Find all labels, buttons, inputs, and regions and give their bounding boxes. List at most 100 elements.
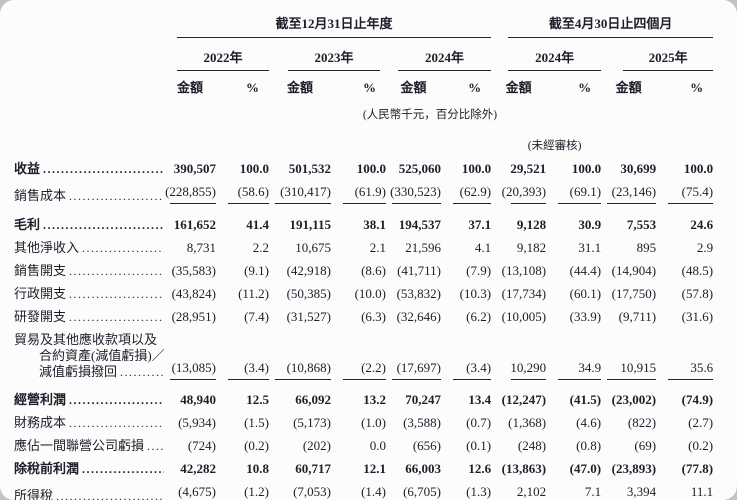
amount-cell: 66,092 <box>269 383 331 412</box>
empty-cell <box>14 12 164 41</box>
percent-cell: 12.1 <box>331 458 386 481</box>
table-row: 行政開支 (43,824) (11.2) (50,385) (10.0) (53,832)… <box>14 282 713 305</box>
amount-header: 金額 <box>505 80 532 95</box>
percent-cell: (0.7) <box>441 412 491 435</box>
cell-value: (822) <box>627 415 657 430</box>
table-row: 除稅前利潤 42,282 10.8 60,717 12.1 66,003 12.6 (13,8… <box>14 458 713 481</box>
cell-value: (1.2) <box>228 484 269 500</box>
cell-value: (77.8) <box>681 461 714 476</box>
percent-cell: 38.1 <box>331 208 386 237</box>
percent-cell: (33.9) <box>546 305 601 328</box>
percent-cell: 24.6 <box>656 208 713 237</box>
cell-value: (6,705) <box>392 484 441 500</box>
cell-value: (248) <box>517 438 547 453</box>
cell-value: 2.9 <box>696 239 714 255</box>
percent-cell: 100.0 <box>441 158 491 181</box>
amount-cell: (28,951) <box>164 305 216 328</box>
amount-cell: 3,394 <box>601 481 656 500</box>
cell-value: (2.7) <box>688 415 714 430</box>
cell-value: 34.9 <box>558 360 602 380</box>
cell-value: (3,588) <box>403 415 441 430</box>
period-group-header-row: 截至12月31日止年度 截至4月30日止四個月 <box>14 12 714 41</box>
table-row: 研發開支 (28,951) (7.4) (31,527) (6.3) (32,646) (6… <box>14 305 713 328</box>
row-label-text: 所得稅 <box>14 488 54 500</box>
cell-value: 2,102 <box>511 484 546 500</box>
amount-header: 金額 <box>615 80 642 95</box>
amount-cell: 10,675 <box>269 236 331 259</box>
row-label-text: 行政開支 <box>14 285 67 301</box>
row-label: 銷售開支 <box>14 259 164 282</box>
row-label: 除稅前利潤 <box>14 458 164 481</box>
percent-cell: 13.2 <box>331 383 386 412</box>
unaudited-note-row: (未經審核) <box>14 126 713 158</box>
cell-value: 9,182 <box>516 239 547 255</box>
percent-cell: (69.1) <box>546 181 602 208</box>
percent-cell: (7.9) <box>441 259 491 282</box>
cell-value: (7.9) <box>466 262 492 278</box>
percent-cell: (44.4) <box>546 259 601 282</box>
percent-cell: 12.5 <box>216 383 269 412</box>
row-label: 所得稅 <box>14 481 164 500</box>
percent-cell: 4.1 <box>441 236 491 259</box>
cell-value: (4,675) <box>170 484 216 500</box>
dot-leader <box>82 240 164 256</box>
cell-value: 41.4 <box>246 216 269 232</box>
cell-value: (0.7) <box>466 415 492 430</box>
cell-value: (228,855) <box>165 184 216 204</box>
cell-value: (7,053) <box>275 484 331 500</box>
cell-value: (310,417) <box>275 184 331 204</box>
cell-value: (5,934) <box>178 415 216 430</box>
row-label-text: 除稅前利潤 <box>14 461 80 476</box>
amount-cell: (13,108) <box>491 259 546 282</box>
cell-value: (32,646) <box>396 308 441 324</box>
empty-cell <box>14 126 164 158</box>
amount-cell: (5,173) <box>269 412 331 435</box>
cell-value: 12.6 <box>468 461 492 476</box>
amount-cell: (1,368) <box>491 412 546 435</box>
amount-header: 金額 <box>176 80 203 95</box>
percent-cell: 2.2 <box>216 236 269 259</box>
percent-cell: 30.9 <box>546 208 601 237</box>
row-label: 經營利潤 <box>14 383 164 412</box>
cell-value: 100.0 <box>571 161 602 176</box>
row-label-text: 經營利潤 <box>14 392 67 407</box>
percent-cell: 0.0 <box>331 435 386 458</box>
cell-value: 66,092 <box>295 392 331 407</box>
amount-cell: 21,596 <box>386 236 441 259</box>
cell-value: (13,085) <box>170 360 216 380</box>
cell-value: 161,652 <box>173 216 216 232</box>
amount-cell: 48,940 <box>164 383 216 412</box>
percent-cell: (10.3) <box>441 282 491 305</box>
amount-cell: (23,893) <box>601 458 656 481</box>
cell-value: 194,537 <box>398 216 441 232</box>
cell-value: 29,521 <box>510 161 547 176</box>
cell-value: 42,282 <box>180 461 216 476</box>
percent-cell: (4.6) <box>546 412 601 435</box>
cell-value: (10.0) <box>354 285 386 301</box>
cell-value: 21,596 <box>405 239 441 255</box>
percent-cell: 12.6 <box>441 458 491 481</box>
percent-cell: (0.2) <box>656 435 713 458</box>
empty-cell <box>601 126 713 158</box>
percent-cell: (7.4) <box>216 305 269 328</box>
table-row: 財務成本 (5,934) (1.5) (5,173) (1.0) (3,588) (0.7)… <box>14 412 713 435</box>
percent-cell: (61.9) <box>331 181 386 208</box>
percent-cell: (1.2) <box>216 481 269 500</box>
cell-value: 100.0 <box>683 161 714 176</box>
period-group-year-ended-dec31: 截至12月31日止年度 <box>177 16 492 38</box>
row-label-text: 銷售成本 <box>14 188 67 203</box>
unaudited-note: (未經審核) <box>527 140 582 152</box>
amount-cell: 10,290 <box>491 328 547 383</box>
cell-value: (10.3) <box>459 285 492 301</box>
amount-cell: (32,646) <box>386 305 441 328</box>
cell-value: (33.9) <box>569 308 602 324</box>
data-rows: 收益 390,507 100.0 501,532 100.0 525,060 100.0 29… <box>14 158 714 500</box>
cell-value: (12,247) <box>501 392 547 407</box>
percent-header: % <box>578 80 592 95</box>
amount-cell: 2,102 <box>491 481 546 500</box>
cell-value: 525,060 <box>398 161 441 176</box>
amount-cell: 42,282 <box>164 458 216 481</box>
cell-value: (1.3) <box>453 484 491 500</box>
cell-value: (1.5) <box>244 415 269 430</box>
